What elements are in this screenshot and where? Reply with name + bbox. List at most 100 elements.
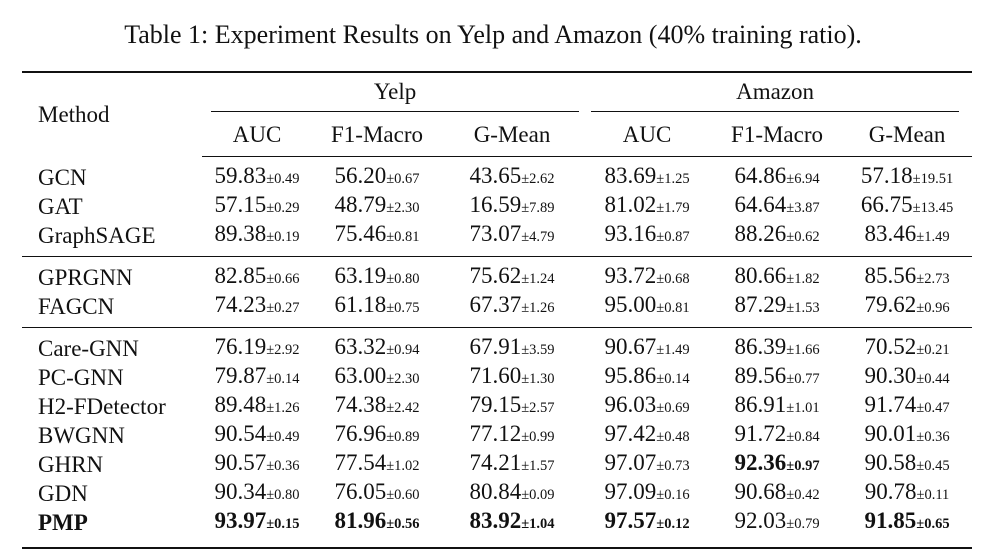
metric-value: 79.62 bbox=[864, 292, 917, 317]
header-group-yelp: Yelp bbox=[202, 71, 583, 114]
metric-cell: 66.75±13.45 bbox=[842, 192, 972, 221]
method-name: PMP bbox=[22, 508, 202, 549]
header-yelp-auc: AUC bbox=[202, 114, 312, 157]
metric-std: ±0.77 bbox=[786, 371, 820, 387]
metric-cell: 74.38±2.42 bbox=[312, 392, 442, 421]
metric-std: ±0.36 bbox=[266, 458, 300, 474]
metric-std: ±0.15 bbox=[266, 516, 300, 532]
metric-value: 96.03 bbox=[604, 392, 657, 417]
metric-std: ±0.94 bbox=[386, 342, 420, 358]
metric-value: 95.00 bbox=[604, 292, 657, 317]
metric-value: 92.03 bbox=[734, 508, 787, 533]
metric-cell: 91.72±0.84 bbox=[712, 421, 842, 450]
metric-std: ±1.30 bbox=[521, 371, 555, 387]
metric-value: 93.16 bbox=[604, 221, 657, 246]
table-row: GraphSAGE 89.38±0.19 75.46±0.81 73.07±4.79 9… bbox=[22, 221, 972, 257]
metric-value: 57.18 bbox=[860, 163, 913, 188]
metric-std: ±0.16 bbox=[656, 487, 690, 503]
metric-value: 89.56 bbox=[734, 363, 787, 388]
metric-cell: 85.56±2.73 bbox=[842, 256, 973, 292]
metric-cell: 90.57±0.36 bbox=[202, 450, 312, 479]
metric-cell: 56.20±0.67 bbox=[312, 157, 442, 193]
metric-std: ±0.87 bbox=[656, 229, 690, 245]
row-group: Care-GNN 76.19±2.92 63.32±0.94 67.91±3.59 90… bbox=[22, 327, 973, 549]
metric-std: ±0.75 bbox=[386, 300, 420, 316]
metric-std: ±1.57 bbox=[521, 458, 555, 474]
metric-cell: 76.05±0.60 bbox=[312, 479, 442, 508]
method-name: GHRN bbox=[38, 452, 104, 477]
metric-std: ±2.62 bbox=[521, 171, 555, 187]
metric-cell: 77.12±0.99 bbox=[442, 421, 582, 450]
metric-value: 74.23 bbox=[214, 292, 267, 317]
metric-std: ±0.66 bbox=[266, 271, 300, 287]
metric-value: 90.67 bbox=[604, 334, 657, 359]
table-row: PMP 93.97±0.15 81.96±0.56 83.92±1.04 97.57 ±0… bbox=[22, 508, 973, 549]
metric-std: ±0.19 bbox=[266, 229, 300, 245]
metric-cell: 59.83±0.49 bbox=[202, 157, 312, 193]
metric-std: ±1.49 bbox=[656, 342, 690, 358]
metric-cell: 75.62±1.24 bbox=[442, 256, 583, 292]
header-amazon-g-mean: G-Mean bbox=[842, 114, 973, 157]
metric-std: ±0.69 bbox=[656, 400, 690, 416]
metric-value: 90.78 bbox=[864, 479, 917, 504]
metric-cell: 95.00±0.81 bbox=[582, 292, 712, 328]
metric-std: ±0.45 bbox=[916, 458, 950, 474]
metric-cell: 90.34±0.80 bbox=[202, 479, 312, 508]
metric-std: ±0.27 bbox=[266, 300, 300, 316]
metric-cell: 83.92±1.04 bbox=[442, 508, 583, 549]
metric-std: ±0.79 bbox=[786, 516, 820, 532]
metric-cell: 93.16±0.87 bbox=[582, 221, 712, 257]
metric-std: ±1.24 bbox=[521, 271, 555, 287]
metric-cell: 83.46±1.49 bbox=[842, 221, 972, 257]
metric-cell: 87.29±1.53 bbox=[712, 292, 842, 328]
metric-std: ±0.80 bbox=[266, 487, 300, 503]
metric-value: 83.92 bbox=[469, 508, 522, 533]
metric-value: 90.34 bbox=[214, 479, 267, 504]
metric-cell: 97.07±0.73 bbox=[582, 450, 712, 479]
metric-std: ±1.49 bbox=[916, 229, 950, 245]
metric-cell: 77.54±1.02 bbox=[312, 450, 442, 479]
metric-std: ±0.56 bbox=[386, 516, 420, 532]
metric-std: ±0.09 bbox=[521, 487, 555, 503]
metric-std: ±0.89 bbox=[386, 429, 420, 445]
metric-value: 97.07 bbox=[604, 450, 657, 475]
metric-cell: 76.96±0.89 bbox=[312, 421, 442, 450]
metric-cell: 92.36±0.97 bbox=[712, 450, 842, 479]
metric-std: ±1.82 bbox=[786, 271, 820, 287]
metric-std: ±0.81 bbox=[656, 300, 690, 316]
metric-std: ±0.67 bbox=[386, 171, 420, 187]
metric-cell: 90.01±0.36 bbox=[842, 421, 972, 450]
metric-std: ±0.96 bbox=[916, 300, 950, 316]
metric-value: 93.72 bbox=[604, 263, 657, 288]
metric-cell: 97.42±0.48 bbox=[582, 421, 712, 450]
metric-std: ±0.84 bbox=[786, 429, 820, 445]
metric-std: ±0.48 bbox=[656, 429, 690, 445]
metric-value: 93.97 bbox=[214, 508, 267, 533]
metric-value: 90.58 bbox=[864, 450, 917, 475]
row-group: GCN 59.83±0.49 56.20±0.67 43.65±2.62 83.69±1… bbox=[22, 157, 972, 257]
metric-std: ±0.47 bbox=[916, 400, 950, 416]
metric-cell: 80.66±1.82 bbox=[712, 256, 843, 292]
metric-std: ±0.11 bbox=[916, 487, 950, 503]
metric-value: 75.62 bbox=[469, 263, 522, 288]
results-table: Method Yelp Amazon AUC F1-Macro G-Mean A… bbox=[22, 71, 973, 549]
metric-value: 67.91 bbox=[469, 334, 522, 359]
metric-value: 64.86 bbox=[734, 163, 787, 188]
metric-std: ±0.80 bbox=[386, 271, 420, 287]
method-name: BWGNN bbox=[38, 423, 125, 448]
metric-value: 63.32 bbox=[334, 334, 387, 359]
metric-cell: 73.07±4.79 bbox=[442, 221, 582, 257]
metric-value: 91.74 bbox=[864, 392, 917, 417]
metric-cell: 86.91±1.01 bbox=[712, 392, 842, 421]
metric-value: 81.96 bbox=[334, 508, 387, 533]
row-group: GPRGNN 82.85±0.66 63.19±0.80 75.62±1.24 93.7… bbox=[22, 256, 973, 328]
metric-cell: 89.48±1.26 bbox=[202, 392, 312, 421]
metric-value: 73.07 bbox=[469, 221, 522, 246]
metric-cell: 67.91±3.59 bbox=[442, 327, 583, 363]
metric-std: ±0.29 bbox=[266, 200, 300, 216]
metric-std: ±1.66 bbox=[786, 342, 820, 358]
metric-cell: 67.37±1.26 bbox=[442, 292, 582, 328]
metric-cell: 80.84±0.09 bbox=[442, 479, 582, 508]
metric-value: 97.57 bbox=[604, 508, 657, 533]
metric-std: ±3.59 bbox=[521, 342, 555, 358]
